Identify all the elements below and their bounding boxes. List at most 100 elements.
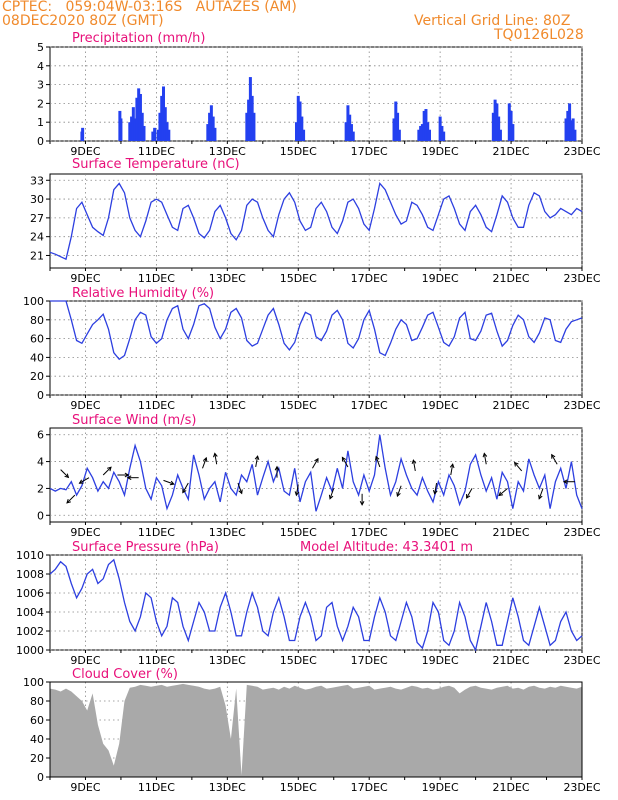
wind-arrow: [126, 475, 139, 481]
temperature-title: Surface Temperature (nC): [72, 157, 240, 172]
cloud-xtick-label: 21DEC: [493, 781, 530, 794]
wind-xtick-label: 9DEC: [70, 526, 100, 539]
wind-arrow: [117, 472, 130, 478]
temperature-ytick-label: 30: [30, 193, 44, 206]
precip-bar: [569, 120, 573, 141]
wind-arrow: [312, 457, 319, 469]
precip-bar: [397, 129, 401, 141]
wind-xtick-label: 13DEC: [209, 526, 246, 539]
precip-bar: [296, 95, 300, 141]
humidity-panel: 0 20 40 60 80 100 9DEC 11DEC 13DEC 15DEC 17DEC 19DE…: [23, 295, 601, 412]
wind-ytick-label: 0: [37, 509, 44, 522]
wind-arrow: [163, 479, 175, 486]
precip-bar: [81, 127, 85, 141]
pressure-panel: 1000 1002 1004 1006 1008 1010 9DEC 11DEC 13DEC 15…: [16, 549, 601, 667]
temperature-line: [49, 181, 583, 261]
wind-xtick-label: 21DEC: [493, 526, 530, 539]
wind-line: [49, 434, 583, 512]
wind-arrow: [341, 456, 349, 468]
wind-xtick-label: 15DEC: [280, 526, 317, 539]
wind-arrow: [411, 459, 417, 472]
humidity-xtick-label: 13DEC: [209, 399, 246, 412]
precip-bar: [133, 118, 137, 141]
precip-panel: 0 1 2 3 4 5 9DEC 11DEC 13DEC 15DEC 17DEC 19DEC 21DEC…: [37, 41, 601, 158]
pressure-line: [49, 558, 583, 652]
precip-bar: [420, 124, 424, 141]
precip-bar: [209, 105, 213, 141]
cloud-xtick-label: 15DEC: [280, 781, 317, 794]
precip-bar: [142, 125, 146, 141]
cloud-ytick-label: 100: [23, 676, 44, 689]
wind-arrow: [237, 482, 243, 495]
wind-ytick-label: 6: [37, 429, 44, 442]
precip-bar: [564, 118, 568, 141]
precip-bar: [167, 129, 171, 141]
wind-arrow: [538, 488, 544, 500]
precip-bar: [248, 77, 252, 141]
precip-bar: [137, 88, 141, 141]
humidity-ytick-label: 80: [30, 314, 44, 327]
pressure-xtick-label: 15DEC: [280, 654, 317, 667]
cloud-title: Cloud Cover (%): [72, 667, 178, 682]
wind-frame: [49, 427, 583, 523]
pressure-ytick-label: 1008: [16, 568, 44, 581]
cloud-xtick-label: 23DEC: [563, 781, 600, 794]
wind-arrow: [396, 485, 402, 498]
humidity-ytick-label: 100: [23, 295, 44, 308]
cloud-xtick-label: 11DEC: [138, 781, 175, 794]
temperature-xtick-label: 13DEC: [209, 272, 246, 285]
temperature-panel: 21 24 27 30 33 9DEC 11DEC 13DEC 15DEC 17DEC 19DEC 2…: [30, 173, 601, 285]
precip-xtick-label: 21DEC: [493, 145, 530, 158]
precip-bar: [138, 94, 142, 141]
precip-bar: [568, 103, 572, 141]
date-header: 08DEC2020 80Z (GMT): [2, 13, 164, 29]
precip-bar: [131, 107, 135, 141]
precip-bar: [426, 122, 430, 141]
model-altitude: Model Altitude: 43.3401 m: [300, 540, 473, 555]
precip-bar: [158, 112, 162, 141]
precip-bar: [507, 103, 511, 141]
pressure-frame: [49, 554, 583, 651]
humidity-ytick-label: 60: [30, 333, 44, 346]
precip-xtick-label: 13DEC: [209, 145, 246, 158]
cloud-panel: 0 20 40 60 80 100 9DEC 11DEC 13DEC 15DEC 17DEC 19DE…: [23, 676, 601, 794]
precip-xtick-label: 9DEC: [70, 145, 100, 158]
humidity-xtick-label: 15DEC: [280, 399, 317, 412]
wind-arrow: [466, 488, 473, 499]
wind-arrow: [359, 493, 365, 506]
precip-bar: [163, 107, 167, 141]
precip-ytick-label: 1: [37, 116, 44, 129]
wind-arrow: [202, 456, 208, 469]
precip-bar: [161, 86, 165, 141]
precip-bar: [495, 103, 499, 141]
precip-ytick-label: 4: [37, 60, 44, 73]
temperature-ytick-label: 33: [30, 174, 44, 187]
wind-arrow: [66, 494, 76, 504]
temperature-xtick-label: 23DEC: [563, 272, 600, 285]
precip-bar: [294, 122, 298, 141]
precip-bar: [252, 112, 256, 141]
precip-bar: [392, 118, 396, 141]
precip-bar: [160, 95, 164, 141]
precip-bar: [165, 122, 169, 141]
precip-bar: [497, 116, 501, 141]
precip-bar: [135, 97, 139, 141]
temperature-xtick-label: 21DEC: [493, 272, 530, 285]
humidity-line: [50, 300, 583, 361]
temperature-xtick-label: 11DEC: [138, 272, 175, 285]
temperature-xtick-label: 15DEC: [280, 272, 317, 285]
humidity-ytick-label: 0: [37, 389, 44, 402]
wind-arrow: [375, 455, 381, 468]
precip-bar: [346, 105, 350, 141]
temperature-xtick-label: 9DEC: [70, 272, 100, 285]
wind-panel: 0 2 4 6 9DEC 11DEC 13DEC 15DEC 17DEC 19DEC 21DEC 23…: [37, 427, 601, 539]
wind-xtick-label: 19DEC: [422, 526, 459, 539]
precip-xtick-label: 15DEC: [280, 145, 317, 158]
precip-bar: [498, 129, 502, 141]
temperature-ytick-label: 21: [30, 249, 44, 262]
wind-xtick-label: 23DEC: [563, 526, 600, 539]
wind-arrow: [513, 461, 523, 472]
cloud-xtick-label: 17DEC: [351, 781, 388, 794]
precip-bar: [302, 129, 306, 141]
wind-arrow: [78, 477, 90, 484]
